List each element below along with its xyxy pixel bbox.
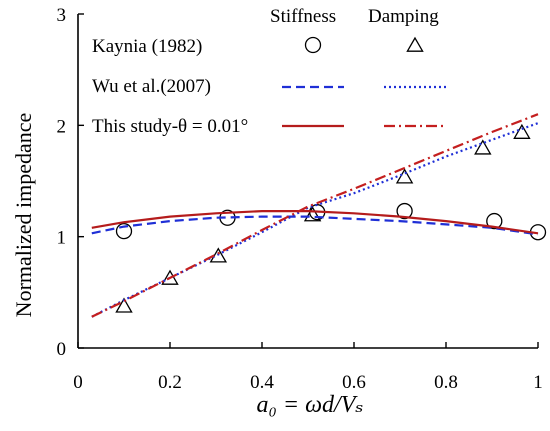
x-axis-label: a₀ = ωd/Vₛ [257, 392, 364, 418]
series-layer [91, 113, 547, 318]
legend-header-stiffness: Stiffness [270, 6, 336, 27]
data-point-circle [486, 212, 503, 230]
y-tick-label: 1 [57, 228, 67, 249]
legend-label-kaynia: Kaynia (1982) [92, 36, 202, 57]
data-point-circle [396, 202, 413, 220]
legend-circle-marker [304, 36, 322, 54]
data-point-triangle [303, 206, 322, 222]
y-tick-label: 2 [57, 116, 67, 137]
series-2 [91, 215, 539, 236]
series-4 [91, 210, 539, 235]
x-tick-label: 0.2 [158, 372, 182, 393]
legend-label-this-study: This study-θ = 0.01° [92, 116, 248, 137]
data-point-triangle [474, 139, 492, 155]
y-tick-label: 3 [57, 5, 67, 26]
series-1 [115, 123, 531, 313]
legend: Stiffness Damping Kaynia (1982) Wu et al… [92, 6, 446, 137]
tick-labels: 0 0.2 0.4 0.6 0.8 1 0 1 2 3 [57, 5, 543, 393]
series-0 [115, 202, 547, 241]
x-tick-label: 0.4 [250, 372, 274, 393]
y-axis-label: Normalized impedance [11, 113, 36, 318]
legend-triangle-marker [406, 36, 424, 52]
x-tick-label: 1 [533, 372, 543, 393]
data-point-triangle [209, 247, 228, 263]
series-5 [91, 113, 539, 318]
series-line [91, 210, 539, 235]
y-tick-label: 0 [57, 339, 67, 360]
x-tick-label: 0.6 [342, 372, 366, 393]
legend-header-damping: Damping [368, 6, 439, 27]
series-line [91, 215, 539, 236]
series-line [91, 113, 539, 318]
data-point-triangle [115, 297, 133, 313]
x-tick-label: 0.8 [434, 372, 458, 393]
data-point-circle [115, 222, 133, 240]
legend-label-wu: Wu et al.(2007) [92, 76, 211, 97]
axes [77, 13, 539, 349]
legend-symbols [282, 36, 446, 128]
x-tick-label: 0 [73, 372, 83, 393]
data-point-triangle [513, 123, 531, 139]
data-point-triangle [161, 269, 179, 285]
